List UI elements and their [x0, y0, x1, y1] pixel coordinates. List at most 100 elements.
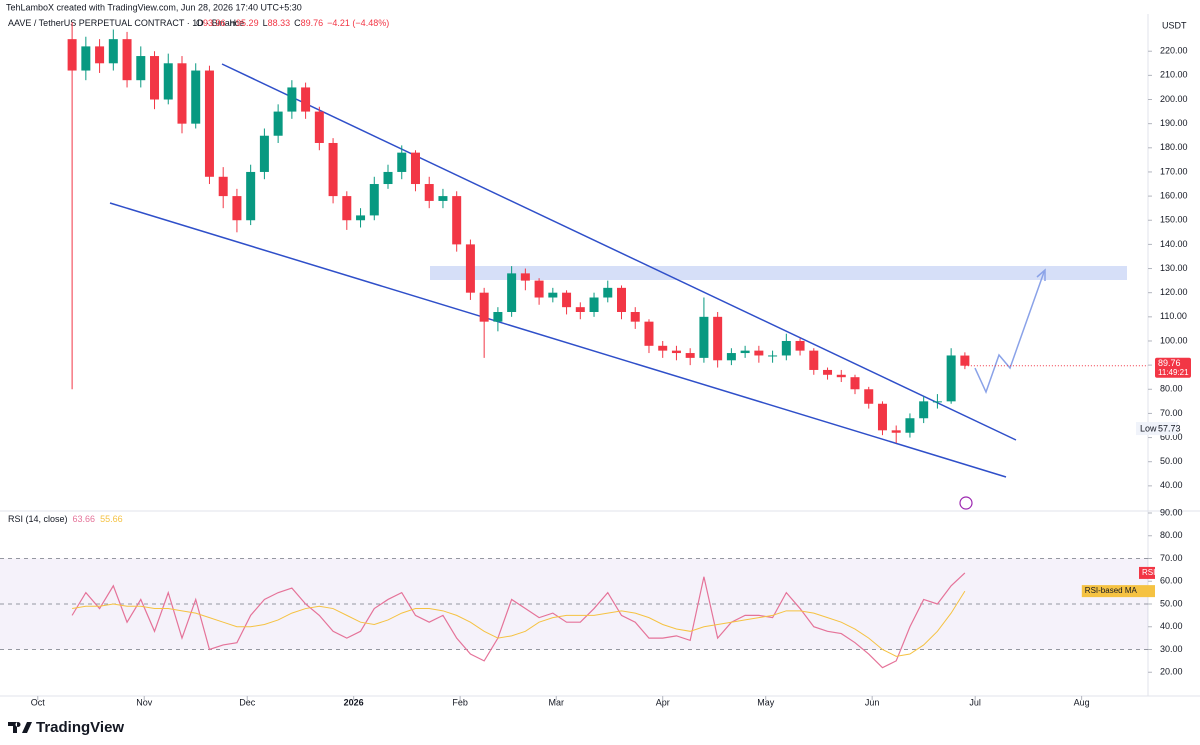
last-price-box	[1155, 357, 1191, 378]
candle-body	[932, 401, 942, 403]
candle-body	[630, 312, 640, 322]
candle-body	[548, 292, 558, 298]
candle-body	[259, 135, 269, 172]
countdown: 11:49:21	[1158, 368, 1189, 377]
candle-body	[493, 312, 503, 322]
time-tick-label: May	[757, 697, 775, 707]
candle-body	[726, 353, 736, 361]
rsi-tick-label: 50.00	[1160, 598, 1183, 608]
ohlc-label: C	[294, 18, 301, 28]
candle-body	[671, 350, 681, 354]
candle-body	[740, 350, 750, 354]
price-tick-label: 100.00	[1160, 335, 1188, 345]
price-tick-label: 220.00	[1160, 46, 1188, 56]
rsi-tick-label: 60.00	[1160, 576, 1183, 586]
candle-body	[438, 196, 448, 201]
time-tick-label: Jun	[865, 697, 880, 707]
event-icon[interactable]	[959, 496, 973, 510]
low-label: Low	[1140, 423, 1157, 433]
candle-body	[685, 353, 695, 358]
price-tick-label: 50.00	[1160, 456, 1183, 466]
time-tick-label: Nov	[136, 697, 153, 707]
candle-body	[204, 70, 214, 177]
candle-body	[754, 350, 764, 356]
brand-name: TradingView	[36, 719, 124, 736]
price-tick-label: 70.00	[1160, 408, 1183, 418]
price-tick-label: 200.00	[1160, 94, 1188, 104]
candle-body	[713, 316, 723, 361]
projection-arrow	[974, 271, 1045, 395]
candle-body	[452, 196, 462, 245]
credit: TehLamboX created with TradingView.com, …	[6, 2, 302, 12]
last-price: 89.76	[1158, 358, 1181, 368]
candle-body	[850, 377, 860, 390]
rsi-tick-label: 40.00	[1160, 621, 1183, 631]
candle-body	[699, 316, 709, 358]
rsi-tick-label: 90.00	[1160, 507, 1183, 517]
price-tick-label: 120.00	[1160, 287, 1188, 297]
candle-body	[658, 345, 668, 351]
candle-body	[150, 56, 160, 100]
candle-body	[781, 340, 791, 356]
candle-body	[424, 184, 434, 201]
ohlc-value: 93.96	[203, 18, 226, 28]
price-tick-label: 80.00	[1160, 384, 1183, 394]
symbol: AAVE / TetherUS PERPETUAL CONTRACT · 1D …	[8, 18, 244, 28]
candle-body	[81, 46, 91, 71]
time-tick-label: Oct	[31, 697, 46, 707]
rsi-title: RSI (14, close) 63.66 55.66	[8, 514, 123, 524]
low-value: 57.73	[1158, 423, 1181, 433]
resistance-zone	[430, 266, 1127, 280]
candle-body	[960, 355, 970, 366]
candle-body	[342, 196, 352, 221]
candle-body	[232, 196, 242, 221]
candle-body	[905, 418, 915, 433]
candle-body	[534, 280, 544, 298]
price-tick-label: 190.00	[1160, 118, 1188, 128]
candle-body	[864, 389, 874, 404]
candle-body	[465, 244, 475, 293]
candle-body	[122, 39, 132, 81]
legend-tag	[1139, 566, 1155, 579]
candle-body	[507, 273, 517, 312]
candle-body	[191, 70, 201, 124]
time-tick-label: Mar	[549, 697, 565, 707]
time-tick-label: Apr	[656, 697, 670, 707]
candle-body	[946, 355, 956, 402]
rsi-value: 63.66	[73, 514, 96, 524]
candle-body	[795, 340, 805, 351]
rsi-tick-label: 80.00	[1160, 530, 1183, 540]
candle-body	[891, 430, 901, 433]
price-tick-label: 210.00	[1160, 70, 1188, 80]
candle-body	[809, 350, 819, 370]
ohlc-change: −4.21 (−4.48%)	[327, 18, 389, 28]
candle-body	[67, 39, 77, 71]
candle-body	[383, 171, 393, 185]
price-tick-label: 170.00	[1160, 166, 1188, 176]
candle-body	[273, 111, 283, 136]
ohlc-value: 95.29	[236, 18, 259, 28]
brand: TradingView	[8, 719, 124, 736]
candle-body	[919, 401, 929, 419]
candle-body	[562, 292, 572, 308]
time-tick-label: Feb	[452, 697, 468, 707]
candle-body	[836, 374, 846, 378]
rsi-tick-label: 70.00	[1160, 553, 1183, 563]
upper-trendline	[221, 63, 1017, 441]
projection-arrow-head	[1036, 268, 1046, 281]
ohlc-label: L	[263, 18, 268, 28]
low-box	[1136, 422, 1178, 436]
time-tick-label: Jul	[969, 697, 981, 707]
candle-body	[410, 152, 420, 185]
candle-body	[163, 63, 173, 100]
rsi-tick-label: 20.00	[1160, 667, 1183, 677]
rsi-line	[72, 590, 966, 657]
candle-body	[823, 369, 833, 375]
candle-body	[287, 87, 297, 112]
candle-body	[397, 152, 407, 172]
price-tick-label: 140.00	[1160, 239, 1188, 249]
candle-body	[314, 111, 324, 143]
symbol-name: AAVE / TetherUS PERPETUAL CONTRACT · 1D …	[8, 18, 244, 28]
